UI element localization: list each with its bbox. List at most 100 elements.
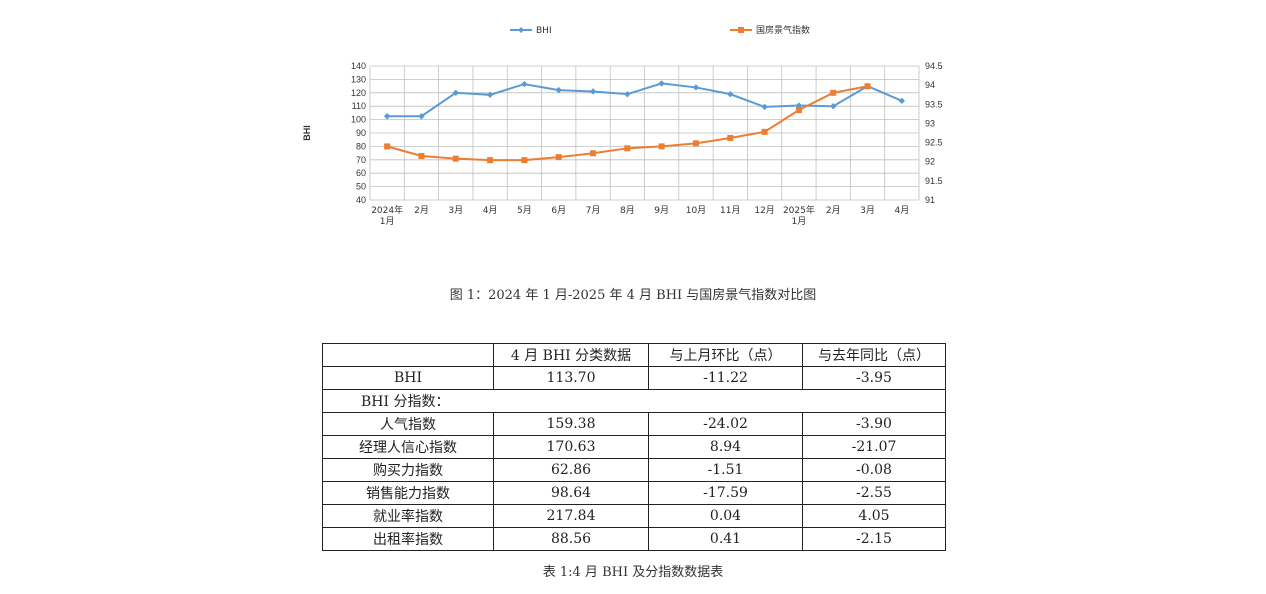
table-cell: -2.15 [802, 527, 946, 551]
y-tick-label: 40 [356, 195, 366, 205]
data-point [589, 88, 597, 95]
table-row: 出租率指数 88.56 0.41 -2.15 [322, 527, 946, 551]
data-point [795, 102, 803, 109]
y2-tick-label: 93.5 [925, 99, 943, 109]
data-point [384, 143, 391, 150]
table-cell: 销售能力指数 [322, 481, 494, 505]
table-header-row: 4 月 BHI 分类数据 与上月环比（点） 与去年同比（点） [322, 343, 946, 367]
y-tick-label: 120 [351, 88, 366, 98]
y-tick-label: 100 [351, 115, 366, 125]
table-cell: 113.70 [493, 366, 649, 390]
y-axis-title: BHI [302, 125, 312, 141]
table-row: 经理人信心指数 170.63 8.94 -21.07 [322, 435, 946, 459]
x-tick-label: 2025年 [783, 204, 815, 216]
series-line-bhi [387, 82, 903, 118]
x-tick-label: 5月 [517, 205, 532, 216]
table-section-row: BHI 分指数： [322, 389, 946, 413]
header-cell [322, 343, 494, 367]
legend-marker [518, 27, 524, 33]
x-tick-label: 4月 [483, 205, 498, 216]
x-tick-label: 8月 [620, 205, 635, 216]
y-tick-label: 130 [351, 74, 366, 84]
x-tick-label: 1月 [380, 216, 395, 227]
chart-container: 40 50 60 70 80 90 100 110 120 130 140 91 91.5 92 92.5 9… [290, 8, 970, 258]
data-point [830, 89, 837, 96]
y-tick-label: 140 [351, 61, 366, 71]
x-tick-label: 3月 [448, 205, 463, 216]
table-cell: 170.63 [493, 435, 649, 459]
legend-label: 国房景气指数 [756, 24, 810, 36]
data-point [418, 113, 425, 120]
data-point [555, 86, 562, 94]
table-cell: -24.02 [648, 412, 803, 436]
legend-marker [738, 27, 744, 33]
data-point [486, 91, 494, 99]
table-cell: -11.22 [648, 366, 803, 390]
data-point [452, 89, 459, 96]
data-point [555, 154, 562, 161]
table-cell: 159.38 [493, 412, 649, 436]
figure-caption: 图 1：2024 年 1 月-2025 年 4 月 BHI 与国房景气指数对比图 [449, 288, 817, 303]
table-cell: 0.04 [648, 504, 803, 528]
table-cell: -17.59 [648, 481, 803, 505]
x-tick-label: 10月 [686, 205, 706, 216]
data-point [658, 80, 665, 87]
data-point [452, 155, 459, 162]
data-point [727, 134, 734, 141]
x-tick-label: 12月 [754, 205, 774, 216]
table-cell: 购买力指数 [322, 458, 494, 482]
table-cell: 8.94 [648, 435, 803, 459]
data-point [590, 150, 597, 157]
header-cell: 4 月 BHI 分类数据 [493, 343, 649, 367]
y-tick-label: 90 [356, 128, 366, 138]
y-tick-label: 110 [352, 101, 366, 111]
table-cell: 出租率指数 [322, 527, 494, 551]
data-point [487, 157, 494, 164]
data-point [521, 157, 528, 164]
legend-label: BHI [536, 26, 552, 36]
table-cell: -2.55 [802, 481, 946, 505]
table-cell: -3.95 [802, 366, 946, 390]
x-tick-label: 6月 [551, 205, 566, 216]
x-tick-label: 3月 [860, 205, 875, 216]
x-tick-label: 1月 [792, 216, 807, 227]
x-tick-label: 9月 [654, 205, 669, 216]
table-cell: 经理人信心指数 [322, 435, 494, 459]
data-point [624, 90, 631, 98]
data-point [727, 90, 734, 98]
data-point [864, 83, 871, 90]
table-cell: -0.08 [802, 458, 946, 482]
table-cell: 人气指数 [322, 412, 494, 436]
y2-tick-label: 93 [925, 118, 935, 128]
x-tick-label: 2024年 [371, 204, 403, 216]
data-point [692, 140, 699, 147]
data-point [658, 143, 665, 150]
line-chart: 40 50 60 70 80 90 100 110 120 130 140 91 91.5 92 92.5 9… [302, 24, 943, 227]
table-row: BHI 113.70 -11.22 -3.95 [322, 366, 946, 390]
x-tick-label: 4月 [894, 205, 909, 216]
table-caption: 表 1:4 月 BHI 及分指数数据表 [542, 565, 724, 580]
x-tick-label: 11月 [720, 205, 740, 216]
data-point [383, 113, 391, 120]
table-cell: 98.64 [493, 481, 649, 505]
y-tick-label: 50 [356, 182, 366, 192]
y-tick-label: 80 [356, 141, 366, 151]
table-cell: 0.41 [648, 527, 803, 551]
data-point [692, 84, 700, 91]
data-point [761, 103, 768, 111]
y2-tick-label: 91.5 [925, 176, 943, 186]
table-row: 就业率指数 217.84 0.04 4.05 [322, 504, 946, 528]
x-tick-label: 2月 [414, 205, 429, 216]
data-point [418, 152, 425, 159]
y2-tick-label: 92 [925, 157, 935, 167]
y2-tick-label: 92.5 [925, 138, 943, 148]
x-tick-label: 7月 [586, 205, 601, 216]
table-cell: 4.05 [802, 504, 946, 528]
data-point [521, 80, 528, 88]
header-cell: 与上月环比（点） [648, 343, 803, 367]
table-cell: BHI [322, 366, 494, 390]
x-tick-label: 2月 [826, 205, 841, 216]
table-cell: 就业率指数 [322, 504, 494, 528]
data-point [624, 145, 631, 152]
y-tick-label: 60 [356, 168, 366, 178]
